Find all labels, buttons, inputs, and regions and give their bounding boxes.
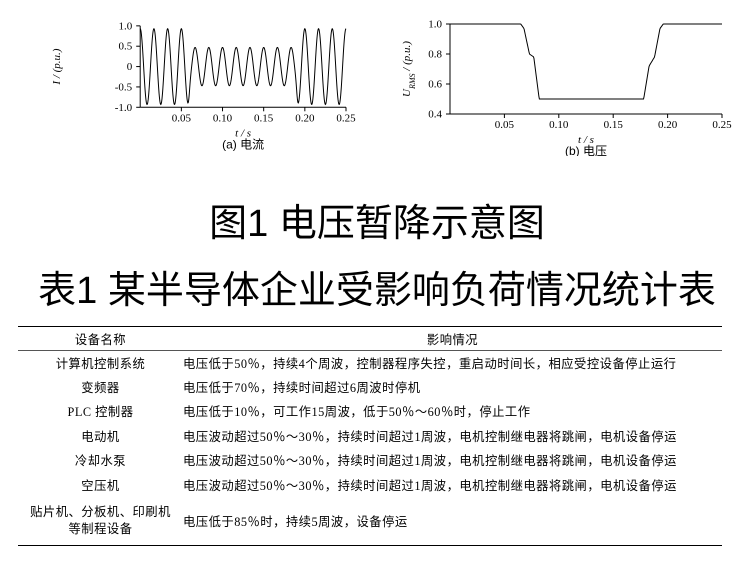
svg-text:1.0: 1.0 xyxy=(118,20,132,32)
svg-text:(a) 电流: (a) 电流 xyxy=(222,137,264,151)
svg-text:0.15: 0.15 xyxy=(604,119,624,131)
svg-text:0.25: 0.25 xyxy=(336,112,356,124)
svg-text:0.10: 0.10 xyxy=(549,119,569,131)
svg-text:-1.0: -1.0 xyxy=(115,102,133,114)
svg-text:0.05: 0.05 xyxy=(495,119,515,131)
svg-text:0.10: 0.10 xyxy=(213,112,233,124)
svg-text:I / (p.u.): I / (p.u.) xyxy=(51,48,63,85)
svg-text:URMS / (p.u.): URMS / (p.u.) xyxy=(401,41,417,97)
svg-text:0.6: 0.6 xyxy=(428,79,442,91)
svg-text:-0.5: -0.5 xyxy=(115,81,133,93)
svg-text:0.25: 0.25 xyxy=(712,119,732,131)
svg-text:0.15: 0.15 xyxy=(254,112,274,124)
svg-text:0.20: 0.20 xyxy=(295,112,315,124)
svg-text:1.0: 1.0 xyxy=(428,19,442,31)
svg-text:0.20: 0.20 xyxy=(658,119,678,131)
svg-text:(b) 电压: (b) 电压 xyxy=(565,144,607,156)
svg-text:0.8: 0.8 xyxy=(428,49,442,61)
svg-text:0.4: 0.4 xyxy=(428,109,442,121)
svg-text:0: 0 xyxy=(127,61,133,73)
svg-text:0.05: 0.05 xyxy=(172,112,192,124)
svg-text:0.5: 0.5 xyxy=(118,41,132,53)
